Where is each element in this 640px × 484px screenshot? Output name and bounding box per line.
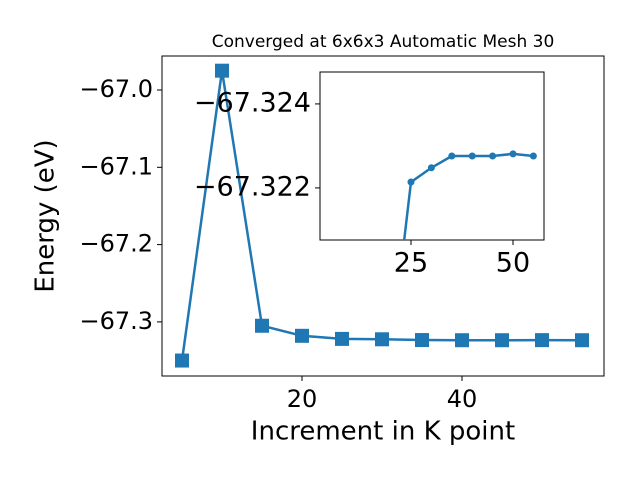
y-tick-label: −67.1 [79,152,153,180]
y-tick-label: −67.3 [79,307,153,335]
series-group [402,150,537,240]
data-marker [535,333,549,348]
x-axis-label: Increment in K point [251,417,515,447]
data-marker [427,164,435,172]
x-tick-label: 50 [496,248,530,279]
data-marker [529,152,537,160]
y-tick-label: −67.324 [194,87,311,118]
data-marker [415,333,429,348]
y-tick-label: −67.322 [194,171,311,202]
data-marker [489,152,497,160]
chart-title: Converged at 6x6x3 Automatic Mesh 30 [212,32,555,52]
y-axis-label: Energy (eV) [31,139,61,292]
data-marker [468,152,476,160]
x-tick-label: 25 [394,248,428,279]
data-marker [255,318,269,333]
data-marker [448,152,456,160]
data-marker [455,333,469,348]
series-group [175,63,589,368]
data-marker [215,63,229,78]
x-tick-label: 40 [447,385,478,413]
data-marker [407,178,415,186]
x-tick-label: 20 [287,385,318,413]
data-marker [575,333,589,348]
data-marker [509,150,517,158]
data-marker [175,353,189,368]
data-marker [335,331,349,346]
data-marker [375,332,389,347]
y-tick-label: −67.0 [79,75,153,103]
plot-area [319,71,545,241]
data-marker [295,328,309,343]
data-marker [495,333,509,348]
y-tick-label: −67.2 [79,230,153,258]
